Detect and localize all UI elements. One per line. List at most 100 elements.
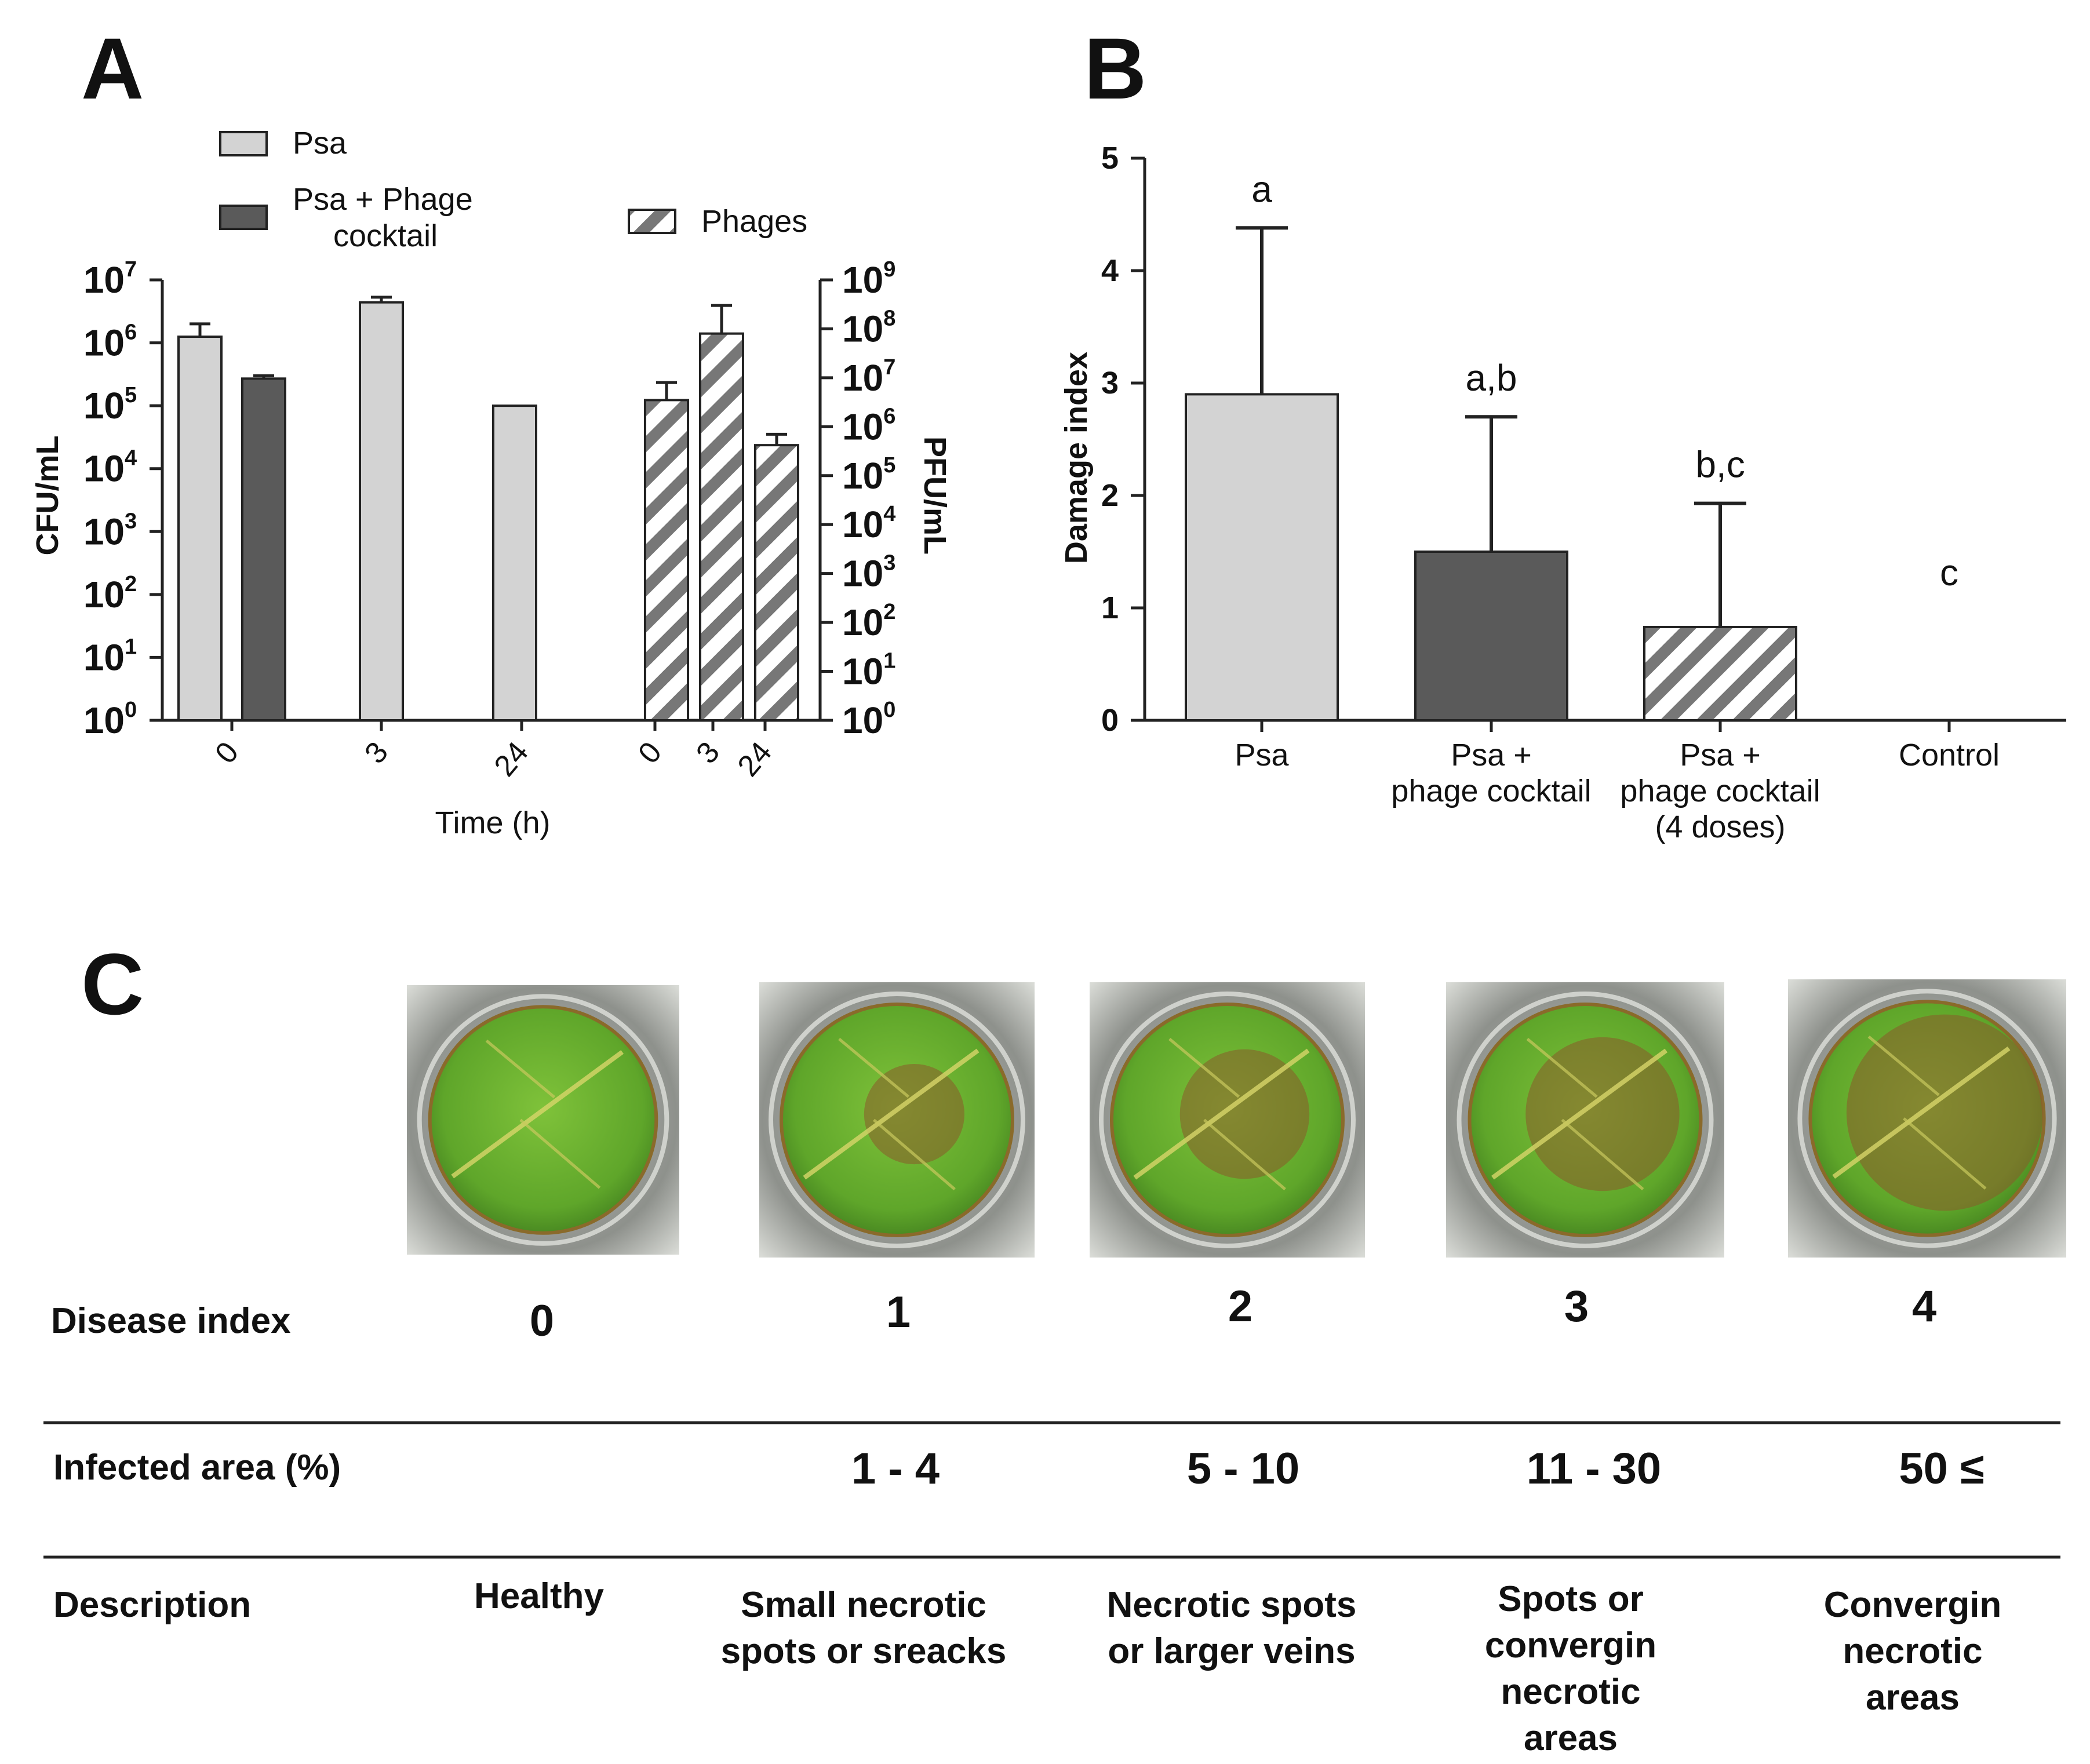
description-text: areas [1866,1678,1960,1718]
bar-psa [177,336,223,721]
legend-label-psa: Psa [293,126,347,161]
y-tick-label-left: 101 [83,635,137,678]
x-tick-label-b: phage cocktail [1620,774,1820,808]
y-tick-label-right: 109 [842,257,895,301]
bar-psa [492,404,537,721]
x-tick-label-b: Psa [1235,738,1289,772]
bar-b [1643,625,1797,721]
legend-label-phages: Phages [701,204,807,239]
y-tick-label-left: 104 [83,446,137,490]
leaf-vein [485,1039,556,1099]
x-tick-label-b: phage cocktail [1391,774,1591,808]
y-tick-label-right: 104 [842,502,895,545]
y-tick-label-left: 103 [83,509,137,552]
y-tick-label-left: 105 [83,383,137,427]
y-tick-label-left: 102 [83,572,137,615]
leaf-midrib [1832,1046,2011,1179]
bar-psa-phage [241,377,286,721]
disease-index-table: Disease index Infected area (%) Descript… [43,979,2066,1758]
x-tick-label: 24 [488,735,536,783]
bar-phages [644,399,689,721]
x-tick-label: 3 [358,735,395,770]
petri-dish-rim [769,992,1025,1248]
disease-index-value: 2 [1228,1282,1252,1331]
row-label-disease-index: Disease index [51,1301,291,1341]
y-tick-label-b: 2 [1101,478,1119,513]
row-label-description: Description [53,1585,251,1625]
leaf-midrib [803,1048,980,1180]
y-tick-label-b: 3 [1101,366,1119,400]
bar-phages [699,332,744,721]
description-text: necrotic [1843,1631,1982,1671]
description-text: convergin [1485,1625,1656,1665]
y-axis-title-right: PFU/mL [917,436,952,555]
significance-label: c [1940,552,1958,593]
bar-phages [754,444,799,721]
y-tick-label-left: 106 [83,320,137,364]
necrotic-area [864,1063,965,1165]
x-tick-label-b: Control [1899,738,2000,772]
y-tick-label-right: 107 [842,355,895,399]
description-text: necrotic [1501,1672,1640,1712]
y-tick-label-left: 100 [83,698,137,741]
y-tick-label-b: 5 [1101,141,1119,176]
x-tick-label: 3 [690,735,726,770]
petri-dish-rim [1797,989,2057,1248]
y-tick-label-right: 103 [842,551,895,595]
leaf-vein [1168,1037,1240,1098]
significance-label: b,c [1695,444,1745,486]
petri-dish-rim [1099,992,1356,1248]
legend-label-psa-phage: Psa + Phage [293,182,473,217]
bar-psa [359,301,404,721]
y-axis-title-b: Damage index [1059,352,1094,564]
leaf-vein [1867,1035,1940,1096]
infected-area-value: 5 - 10 [1187,1444,1299,1493]
legend-swatch-psa [219,131,268,156]
leaf-vein [519,1118,601,1189]
x-tick-label: 0 [209,735,245,770]
disease-index-value: 3 [1564,1282,1589,1331]
description-text: spots or sreacks [721,1631,1007,1671]
leaf-vein [1203,1118,1286,1191]
panel-label-a: A [81,20,144,117]
y-tick-label-right: 101 [842,649,895,693]
description-text: Necrotic spots [1107,1585,1357,1625]
legend-label-psa-phage-line2: cocktail [333,218,438,253]
leaf-vein [1526,1037,1598,1098]
leaf-disc-photo-index-1 [759,982,1035,1258]
infected-area-value: 1 - 4 [851,1444,940,1493]
necrotic-area [1179,1049,1310,1179]
bar-b [1414,551,1568,721]
description-text: Convergin [1824,1585,2002,1625]
leaf-vein [872,1118,956,1191]
leaf-disc [428,1005,658,1235]
significance-label: a,b [1466,357,1517,399]
x-tick-label-b: Psa + [1451,738,1532,772]
y-tick-label-b: 4 [1101,253,1119,288]
panel-label-b: B [1084,20,1146,117]
y-tick-label-b: 0 [1101,703,1119,738]
chart-a: Psa Psa + Phage cocktail Phages CFU/mL P… [30,126,952,840]
x-axis-title: Time (h) [435,806,551,840]
y-tick-label-left: 107 [83,257,137,301]
y-axis-title-left: CFU/mL [30,436,65,556]
leaf-vein [1561,1118,1644,1191]
necrotic-area [1846,1014,2043,1211]
petri-dish-rim [1457,992,1714,1248]
leaf-disc-photo-index-2 [1090,982,1365,1258]
leaf-disc-photo-index-4 [1788,979,2066,1258]
x-tick-label-b: Psa + [1680,738,1761,772]
x-tick-label-b: (4 doses) [1655,810,1785,844]
disease-index-value: 1 [886,1288,911,1337]
leaf-midrib [451,1050,624,1179]
y-tick-label-right: 108 [842,306,895,349]
x-tick-label: 24 [731,735,779,783]
row-label-infected-area: Infected area (%) [53,1448,341,1488]
description-text: Healthy [474,1576,604,1616]
petri-dish-rim [417,994,669,1246]
leaf-vein [1903,1117,1987,1190]
y-tick-label-right: 105 [842,453,895,497]
disease-index-value: 0 [530,1296,554,1346]
